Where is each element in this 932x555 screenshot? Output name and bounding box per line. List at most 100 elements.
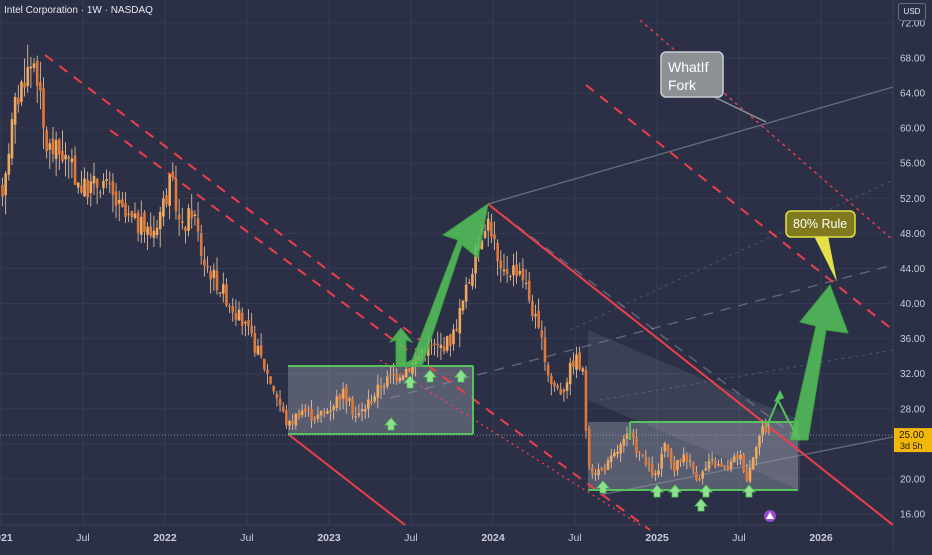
candle-body bbox=[206, 265, 209, 268]
candle-body bbox=[171, 171, 175, 177]
candle-body bbox=[234, 313, 238, 320]
candle-body bbox=[240, 312, 244, 327]
whatif-fork-diag bbox=[487, 203, 801, 441]
candle-body bbox=[389, 374, 392, 376]
support-arrow bbox=[650, 484, 664, 498]
candle-body bbox=[313, 418, 317, 421]
support-arrow bbox=[454, 369, 468, 383]
x-tick-label: Jul bbox=[732, 532, 745, 544]
support-arrow bbox=[694, 498, 708, 512]
candle-body bbox=[322, 411, 326, 413]
candle-body bbox=[174, 178, 178, 212]
candle-body bbox=[127, 213, 130, 215]
candle-body bbox=[578, 352, 581, 369]
candle-body bbox=[540, 330, 544, 338]
candle-body bbox=[10, 119, 14, 159]
candle-body bbox=[57, 139, 61, 155]
candle-body bbox=[86, 180, 89, 198]
x-tick-label: Jul bbox=[240, 532, 253, 544]
candle-body bbox=[748, 467, 752, 482]
candle-body bbox=[16, 97, 20, 105]
candle-body bbox=[616, 451, 619, 454]
candle-body bbox=[758, 435, 761, 448]
candle-body bbox=[426, 343, 430, 357]
candle-body bbox=[575, 354, 578, 370]
y-tick-label: 40.00 bbox=[900, 299, 925, 310]
candle-body bbox=[190, 210, 194, 219]
candle-body bbox=[4, 173, 7, 196]
candle-body bbox=[149, 226, 153, 236]
candle-body bbox=[360, 409, 364, 412]
candle-body bbox=[543, 337, 547, 363]
candle-body bbox=[480, 240, 484, 250]
candle-body bbox=[736, 454, 739, 458]
candle-body bbox=[682, 454, 686, 463]
candle-body bbox=[121, 199, 124, 208]
candle-body bbox=[269, 376, 272, 384]
candle-body bbox=[95, 178, 99, 188]
annotations-layer: WhatIf Fork 80% Rule bbox=[660, 51, 856, 282]
candle-body bbox=[253, 333, 257, 353]
candle-body bbox=[688, 460, 692, 462]
candle-body bbox=[650, 463, 654, 476]
candle-body bbox=[622, 438, 626, 446]
y-tick-label: 32.00 bbox=[900, 369, 925, 380]
y-tick-label: 48.00 bbox=[900, 229, 925, 240]
candle-body bbox=[707, 461, 711, 469]
candle-body bbox=[64, 154, 67, 160]
candle-body bbox=[165, 195, 168, 205]
support-arrow bbox=[668, 484, 682, 498]
candle-body bbox=[244, 322, 247, 324]
candle-body bbox=[158, 211, 162, 230]
candle-body bbox=[51, 138, 55, 155]
red-pitchfork-lower-solid bbox=[287, 433, 406, 526]
y-tick-label: 68.00 bbox=[900, 54, 925, 65]
candle-body bbox=[61, 150, 64, 162]
candle-body bbox=[408, 368, 411, 372]
candle-body bbox=[568, 362, 572, 385]
candle-body bbox=[458, 308, 462, 334]
candle-body bbox=[338, 394, 342, 400]
candle-body bbox=[363, 409, 367, 412]
candle-body bbox=[89, 181, 93, 194]
price-tag-background bbox=[894, 428, 932, 453]
whatif-fork-quarter-line bbox=[569, 179, 894, 331]
candle-body bbox=[193, 214, 197, 216]
candle-body bbox=[382, 386, 386, 388]
candle-body bbox=[395, 373, 399, 381]
candle-body bbox=[117, 199, 121, 204]
candle-body bbox=[767, 429, 771, 433]
candle-body bbox=[376, 384, 380, 398]
candle-body bbox=[546, 364, 550, 376]
candle-body bbox=[48, 143, 52, 150]
support-arrow bbox=[596, 480, 610, 494]
candle-body bbox=[515, 264, 518, 277]
y-tick-label: 52.00 bbox=[900, 194, 925, 205]
candle-body bbox=[710, 459, 714, 461]
whatif-label-line1: WhatIf bbox=[668, 59, 709, 75]
candle-body bbox=[638, 451, 641, 453]
candle-body bbox=[549, 375, 553, 384]
price-axis[interactable]: 16.0020.0024.0028.0032.0036.0040.0044.00… bbox=[900, 18, 925, 520]
candle-body bbox=[247, 320, 250, 326]
candle-body bbox=[341, 388, 345, 399]
y-tick-label: 56.00 bbox=[900, 159, 925, 170]
candle-body bbox=[679, 459, 682, 463]
candle-body bbox=[436, 343, 440, 346]
candle-body bbox=[565, 382, 569, 391]
candle-body bbox=[76, 182, 80, 188]
time-axis[interactable]: 2021 Jul 2022 Jul 2023 Jul 2024 Jul 2025 Jul 2026 bbox=[0, 532, 833, 544]
candle-body bbox=[581, 368, 585, 372]
green-zigzag-path bbox=[765, 397, 801, 441]
x-tick-label: Jul bbox=[404, 532, 417, 544]
candle-body bbox=[508, 275, 512, 277]
candle-body bbox=[531, 301, 534, 316]
candle-body bbox=[398, 377, 402, 382]
candle-body bbox=[385, 376, 389, 387]
candle-body bbox=[124, 203, 127, 217]
candle-body bbox=[590, 467, 594, 474]
candle-body bbox=[676, 460, 679, 470]
currency-button[interactable]: USD bbox=[898, 3, 926, 21]
